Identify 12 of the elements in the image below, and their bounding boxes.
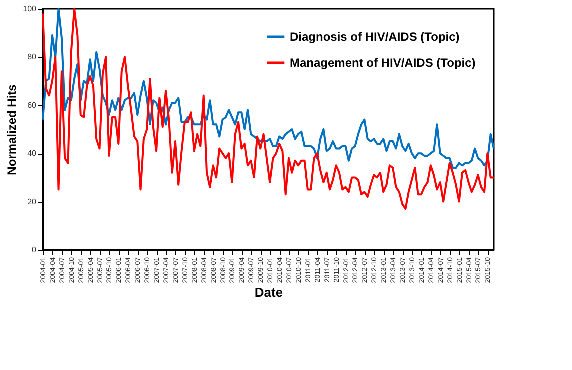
y-tick-label: 100	[23, 4, 38, 14]
y-tick-label: 60	[28, 100, 38, 110]
legend-label: Diagnosis of HIV/AIDS (Topic)	[290, 30, 460, 44]
y-tick-label: 80	[28, 52, 38, 62]
y-axis-title: Normalized Hits	[5, 84, 20, 176]
y-tick-label: 20	[28, 197, 38, 206]
y-tick-label: 40	[28, 149, 38, 158]
x-axis-title: Date	[254, 285, 284, 300]
line-series	[42, 8, 495, 170]
y-tick-label: 0	[32, 246, 38, 254]
line-series	[42, 8, 495, 210]
legend-label: Management of HIV/AIDS (Topic)	[290, 56, 476, 70]
